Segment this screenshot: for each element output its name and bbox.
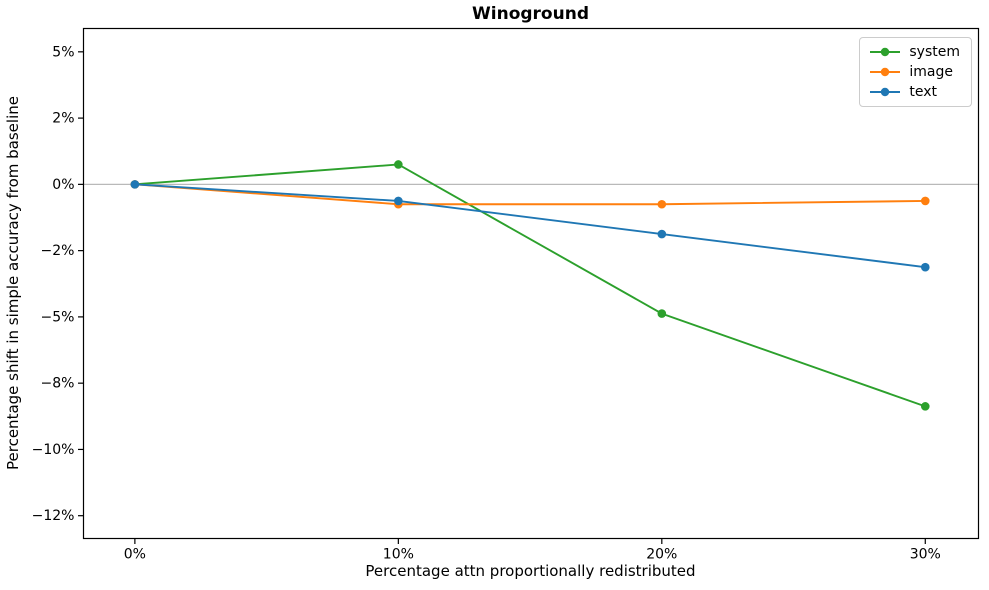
y-tick-label: −10% xyxy=(32,442,75,458)
data-point-text-20 xyxy=(657,229,667,239)
legend-marker-system xyxy=(881,47,890,57)
y-tick-label: −8% xyxy=(41,376,75,392)
y-tick-label: 0% xyxy=(52,177,74,193)
data-point-text-0 xyxy=(130,180,140,189)
plot-border xyxy=(82,27,980,540)
legend-marker-image xyxy=(881,67,890,77)
x-axis-label: Percentage attn proportionally redistrib… xyxy=(365,562,696,580)
chart-title: Winoground xyxy=(472,4,589,24)
series-line-system xyxy=(134,163,926,408)
x-tick-label: 0% xyxy=(124,547,146,563)
x-tick-label: 30% xyxy=(910,547,941,563)
x-tick-label: 10% xyxy=(383,547,414,563)
data-point-system-10 xyxy=(394,160,403,169)
legend: system image text xyxy=(859,37,972,107)
data-point-text-10 xyxy=(394,196,403,206)
y-tick-label: 2% xyxy=(52,111,74,127)
y-tick-label: −2% xyxy=(41,243,75,259)
legend-item-image: image xyxy=(862,62,969,82)
legend-label-text: text xyxy=(909,84,938,100)
legend-marker-text xyxy=(881,87,890,97)
y-tick-label: −5% xyxy=(41,309,75,325)
data-point-system-20 xyxy=(657,309,667,318)
legend-item-system: system xyxy=(862,42,969,62)
data-point-image-30 xyxy=(920,196,930,206)
series-line-image xyxy=(134,183,926,206)
legend-swatch-text xyxy=(870,87,901,97)
legend-swatch-system xyxy=(870,47,901,57)
legend-label-system: system xyxy=(909,44,960,60)
legend-item-text: text xyxy=(862,82,969,102)
data-point-system-30 xyxy=(920,402,930,411)
y-tick-label: −12% xyxy=(32,508,75,524)
series-line-text xyxy=(134,183,926,269)
legend-swatch-image xyxy=(870,67,901,77)
x-tick-label: 20% xyxy=(646,547,677,563)
data-point-image-20 xyxy=(657,199,667,209)
data-point-text-30 xyxy=(920,262,930,272)
y-tick-label: 5% xyxy=(52,44,74,60)
legend-label-image: image xyxy=(909,64,953,80)
